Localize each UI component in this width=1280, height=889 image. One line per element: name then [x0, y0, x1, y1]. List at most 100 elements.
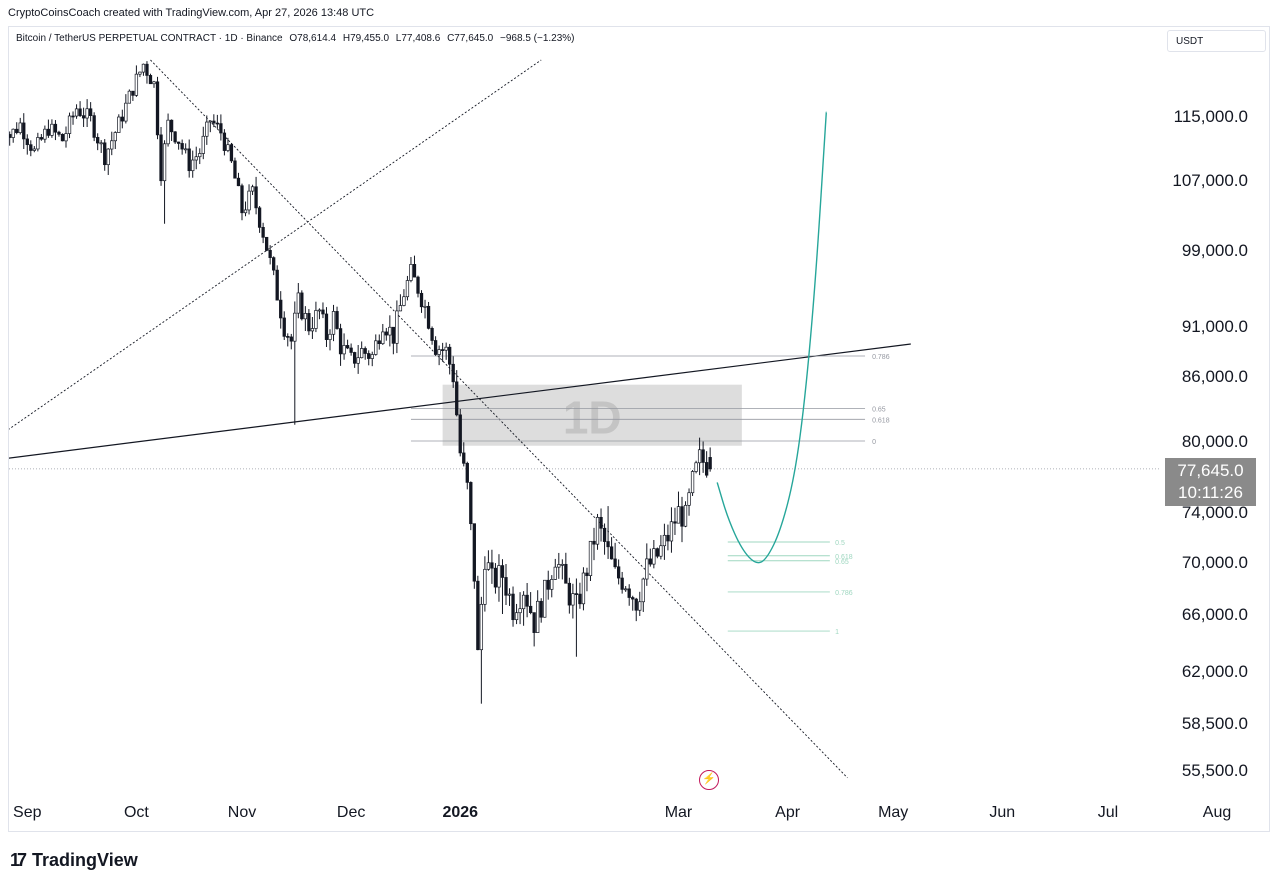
- candle: [317, 308, 322, 320]
- candle: [690, 470, 695, 496]
- candle-body: [110, 140, 114, 150]
- candle-body: [641, 578, 645, 603]
- candle-body: [419, 292, 424, 308]
- candle: [113, 131, 117, 150]
- candle: [352, 351, 357, 368]
- candle: [609, 537, 614, 560]
- candle: [374, 334, 378, 356]
- candle-body: [212, 120, 216, 124]
- candle-body: [504, 577, 508, 596]
- candle: [483, 556, 487, 612]
- candle: [627, 584, 631, 606]
- candle: [511, 586, 515, 627]
- candle-body: [243, 209, 248, 214]
- x-tick-label: Mar: [665, 804, 693, 821]
- candle-body: [22, 122, 26, 140]
- candle-body: [543, 579, 547, 618]
- candle: [381, 323, 385, 345]
- x-tick-label: Sep: [13, 804, 42, 821]
- candle-body: [1, 109, 4, 122]
- candle: [528, 592, 533, 615]
- candle: [455, 370, 459, 417]
- candle-body: [67, 115, 72, 134]
- candle-body: [208, 120, 212, 123]
- candle-body: [448, 346, 452, 365]
- high-value: H79,455.0: [342, 33, 390, 44]
- candle-body: [377, 340, 381, 345]
- candle-body: [300, 292, 304, 320]
- candle-body: [708, 457, 712, 470]
- candle: [208, 120, 212, 133]
- candle: [88, 102, 93, 122]
- symbol-legend[interactable]: Bitcoin / TetherUS PERPETUAL CONTRACT · …: [16, 33, 579, 44]
- candle-body: [314, 310, 318, 329]
- y-tick-label: 115,000.0: [1174, 107, 1248, 126]
- consolidation-zone: [442, 384, 742, 446]
- candle-body: [578, 593, 582, 605]
- candle: [250, 184, 255, 196]
- candle-body: [701, 449, 705, 463]
- candle: [96, 133, 100, 151]
- candle: [328, 329, 332, 351]
- candle-body: [85, 108, 89, 119]
- tradingview-brand: TradingView: [32, 850, 138, 870]
- candle: [546, 570, 550, 600]
- candle-body: [106, 148, 110, 166]
- candle-body: [514, 612, 519, 621]
- candle-body: [374, 340, 378, 355]
- candle-body: [162, 143, 167, 182]
- candle: [641, 577, 645, 612]
- candle: [476, 575, 480, 651]
- candle: [229, 142, 234, 163]
- candle-body: [571, 593, 575, 606]
- lightning-icon[interactable]: ⚡: [699, 770, 719, 790]
- candle: [398, 294, 403, 312]
- candle-body: [581, 572, 586, 605]
- candle-body: [96, 137, 100, 144]
- candle-body: [356, 357, 360, 364]
- candle: [588, 540, 593, 581]
- candle-body: [557, 564, 561, 568]
- candle: [131, 90, 135, 101]
- candle: [444, 342, 448, 360]
- candle-body: [687, 492, 691, 506]
- candle: [282, 311, 286, 340]
- candle-body: [367, 353, 371, 359]
- candle: [500, 559, 505, 614]
- candle-body: [609, 546, 614, 560]
- candle: [426, 301, 431, 330]
- candle-body: [176, 141, 181, 144]
- candle: [324, 307, 329, 347]
- candle: [134, 65, 139, 97]
- candle: [423, 299, 427, 319]
- candle: [74, 104, 79, 119]
- tradingview-logo: 17 TradingView: [10, 850, 138, 871]
- candle: [384, 327, 388, 341]
- candle-body: [279, 299, 283, 319]
- candle-body: [184, 148, 188, 151]
- candle: [574, 578, 579, 657]
- candle-body: [458, 414, 462, 454]
- candle: [50, 119, 54, 138]
- candle-body: [676, 506, 681, 524]
- candle-body: [553, 566, 557, 580]
- candle: [176, 141, 181, 150]
- change-value: −968.5 (−1.23%): [500, 33, 575, 44]
- candle-body: [669, 521, 674, 542]
- candle: [67, 112, 72, 139]
- candle: [567, 577, 572, 614]
- candle: [99, 140, 103, 153]
- chart-frame[interactable]: [8, 26, 1270, 832]
- candle: [201, 126, 205, 160]
- bar-countdown: 10:11:26: [1178, 483, 1243, 502]
- candle: [117, 114, 121, 133]
- currency-selector[interactable]: USDT: [1167, 30, 1266, 52]
- candle: [532, 612, 536, 647]
- candle: [557, 552, 561, 579]
- candle-body: [648, 558, 652, 565]
- candle: [25, 134, 29, 155]
- candle-body: [250, 186, 255, 192]
- candle: [409, 257, 413, 283]
- candle-body: [528, 605, 533, 613]
